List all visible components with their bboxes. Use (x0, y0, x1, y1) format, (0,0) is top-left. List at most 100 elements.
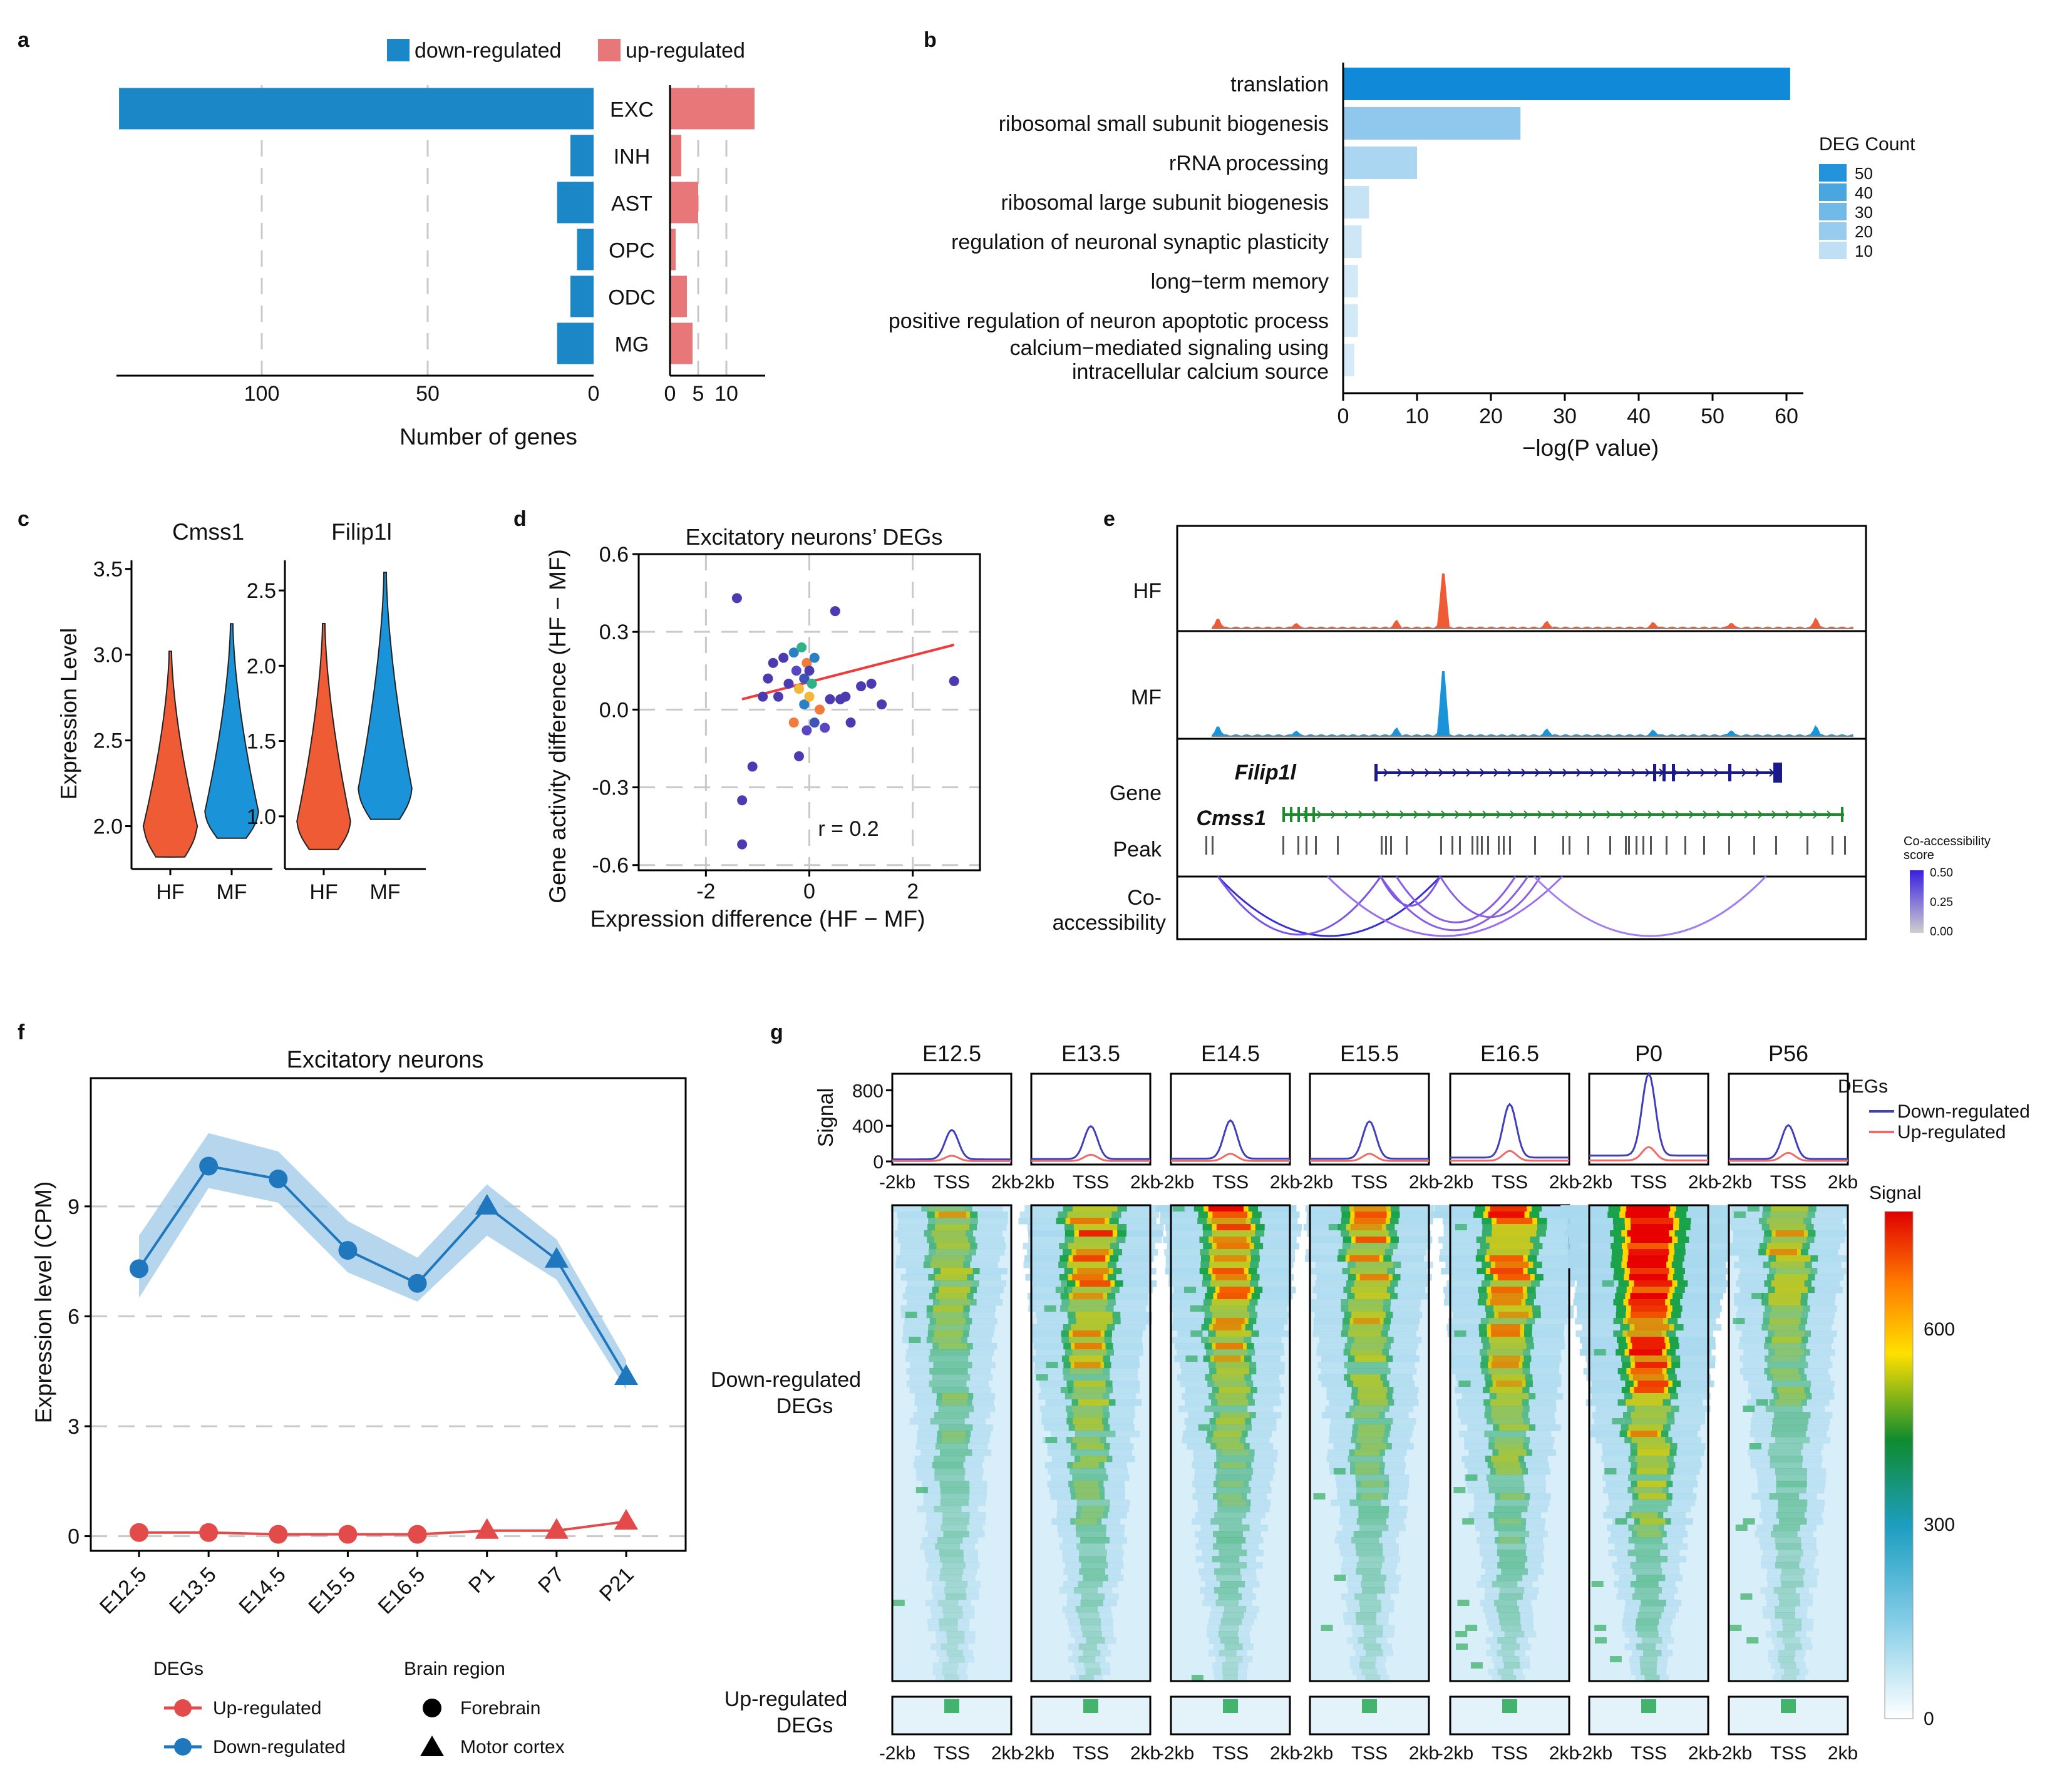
g-legend-title: DEGs (1838, 1076, 1888, 1097)
g-hm-core (1778, 1650, 1796, 1657)
g-hm-halo (936, 1637, 976, 1644)
f-marker-up (614, 1509, 638, 1530)
g-hm-yellow (1073, 1224, 1118, 1231)
g-hm-yellow (1627, 1431, 1661, 1438)
g-hm-halo (1767, 1568, 1819, 1575)
g-hm-yellow (1217, 1399, 1249, 1406)
g-profile-xtick: TSS (934, 1172, 970, 1193)
g-heatmap-xtick: 2kb (991, 1743, 1021, 1764)
b-category-line: intracellular calcium source (1072, 360, 1329, 384)
g-hm-yellow (1350, 1374, 1381, 1381)
g-hm-yellow (1222, 1500, 1246, 1506)
d-plot-frame (637, 553, 981, 872)
e-peak (1509, 836, 1511, 855)
g-hm-yellow (1635, 1456, 1667, 1463)
g-heatmap-up-box-2 (1170, 1695, 1291, 1736)
g-hm-yellow (1212, 1243, 1254, 1250)
e-peak (1297, 836, 1299, 855)
e-cmss1-strand (1372, 810, 1378, 819)
e-peak (1666, 836, 1667, 855)
g-hm-core (1629, 1506, 1668, 1513)
e-cmss1-strand (1758, 810, 1763, 819)
f-xtick-label: E13.5 (165, 1563, 221, 1619)
e-cmss1-strand (1358, 810, 1364, 819)
g-hm-red (1628, 1299, 1666, 1306)
g-hm-core (1771, 1424, 1808, 1431)
g-hm-core (1352, 1431, 1390, 1438)
g-hm-yellow (1213, 1349, 1248, 1356)
g-hm-halo (1762, 1606, 1808, 1613)
g-hm-halo (1340, 1550, 1399, 1556)
g-hm-core (1487, 1462, 1526, 1469)
g-hm-yellow (1351, 1287, 1387, 1294)
g-hm-halo (925, 1512, 986, 1519)
g-hm-core (1218, 1631, 1238, 1638)
g-hm-core (1498, 1531, 1530, 1538)
g-hm-speck (1612, 1418, 1624, 1424)
g-hm-halo (1748, 1443, 1823, 1450)
g-hm-yellow (1774, 1330, 1805, 1337)
f-legend-down-label: Down-regulated (213, 1737, 346, 1757)
g-hm-halo (1760, 1500, 1825, 1506)
g-hm-yellow (1354, 1293, 1391, 1300)
g-hm-yellow (1349, 1218, 1390, 1225)
g-hm-core (1079, 1568, 1105, 1575)
g-hm-halo (1207, 1631, 1250, 1638)
g-hm-core (945, 1593, 967, 1600)
g-hm-core (1356, 1518, 1386, 1525)
d-ytick-label: 0.0 (599, 698, 629, 722)
g-hm-yellow (1492, 1224, 1538, 1231)
d-point (809, 652, 820, 663)
g-hm-yellow (1073, 1381, 1106, 1387)
g-hm-halo (1614, 1581, 1676, 1588)
e-filip1l-strand (1755, 768, 1761, 777)
g-hm-yellow (1354, 1280, 1391, 1287)
g-hm-core (1498, 1612, 1520, 1619)
a-x-axis-label: Number of genes (399, 424, 577, 450)
g-hm-core (1075, 1431, 1116, 1438)
panel-b: b translation ribosomal small subunit bio… (889, 28, 1915, 461)
g-hm-halo (907, 1280, 1006, 1287)
c-group-hf: HF (309, 880, 338, 904)
g-hm-yellow (1490, 1399, 1522, 1406)
g-hm-halo (1755, 1531, 1814, 1538)
g-hm-red (1355, 1237, 1386, 1243)
g-hm-yellow (1068, 1293, 1108, 1300)
b-category-7: calcium−mediated signaling using intracel… (1010, 336, 1329, 384)
g-hm-yellow (935, 1218, 971, 1225)
g-profile-xtick: TSS (1212, 1172, 1249, 1193)
d-ytick-label: 0.6 (599, 543, 629, 567)
e-peak (1628, 836, 1630, 855)
g-hm-halo (1766, 1575, 1817, 1582)
a-bar-down-odc (570, 275, 594, 317)
g-hm-core (1637, 1631, 1659, 1638)
g-hm-core (1343, 1349, 1389, 1356)
e-peak (1498, 836, 1500, 855)
g-heatmap-up-core-0 (944, 1699, 959, 1713)
g-profile-ytick-label: 800 (852, 1081, 884, 1101)
g-hm-speck (1743, 1518, 1755, 1525)
g-hm-halo (1341, 1562, 1398, 1569)
g-hm-red (1072, 1274, 1104, 1281)
f-y-axis-label: Expression level (CPM) (31, 1181, 56, 1424)
g-profile-down-4 (1450, 1103, 1569, 1159)
g-hm-core (1778, 1593, 1800, 1600)
g-hm-halo (1036, 1374, 1138, 1381)
e-cmss1-strand (1523, 810, 1529, 819)
g-hm-halo (1347, 1637, 1388, 1644)
g-hm-yellow (1075, 1518, 1097, 1525)
f-legend-up-label: Up-regulated (213, 1698, 321, 1719)
d-point (804, 666, 815, 676)
g-hm-core (940, 1500, 969, 1506)
g-hm-core (1624, 1418, 1675, 1425)
g-hm-core (1356, 1568, 1381, 1575)
g-hm-core (1776, 1512, 1805, 1519)
g-hm-speck (1604, 1468, 1617, 1474)
g-hm-core (1359, 1525, 1389, 1531)
g-hm-core (1072, 1474, 1108, 1481)
g-hm-core (1781, 1568, 1805, 1575)
g-hm-core (946, 1631, 965, 1638)
g-hm-core (1363, 1644, 1381, 1650)
g-hm-red (1349, 1255, 1379, 1262)
e-peak (1477, 836, 1478, 855)
